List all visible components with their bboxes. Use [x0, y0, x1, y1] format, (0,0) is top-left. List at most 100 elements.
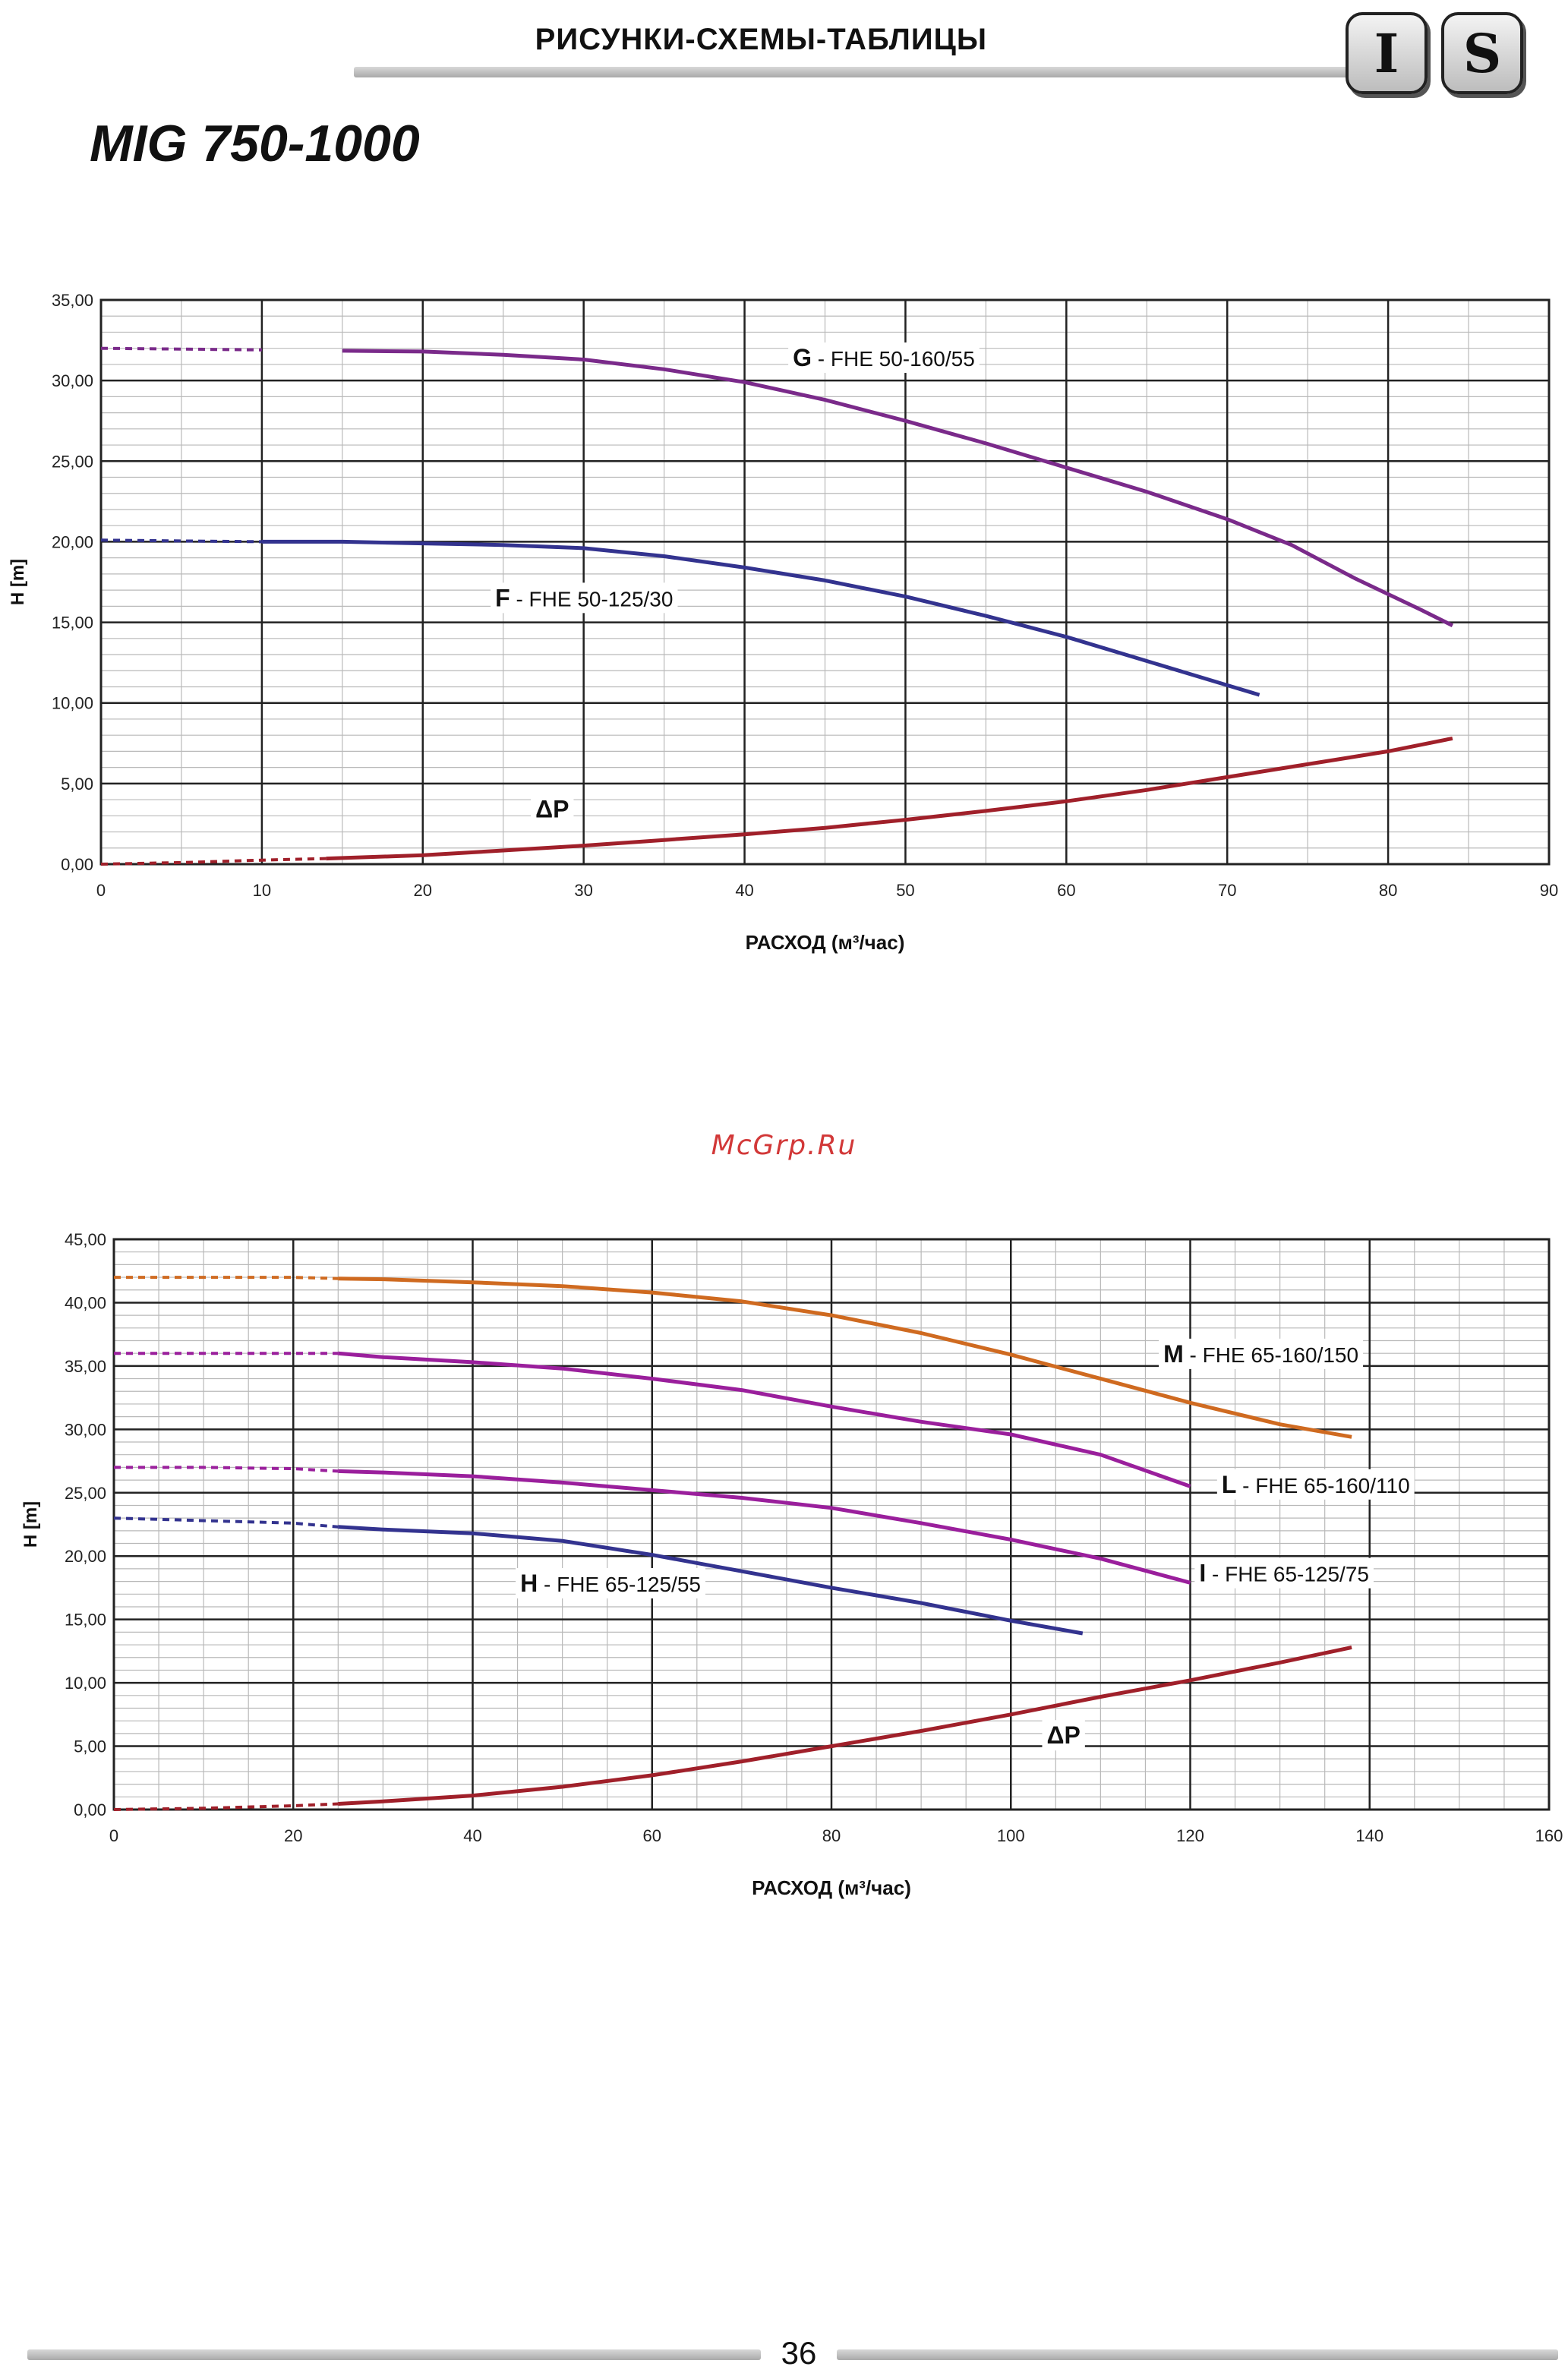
series-name: G	[793, 344, 812, 371]
x-tick-label: 80	[1379, 881, 1397, 900]
y-tick-label: 25,00	[65, 1484, 106, 1503]
series-label-bg	[1216, 1469, 1415, 1500]
series-desc: - FHE 50-125/30	[510, 587, 674, 611]
x-tick-label: 40	[463, 1826, 481, 1845]
y-tick-label: 0,00	[61, 855, 93, 874]
y-tick-label: 20,00	[52, 532, 93, 551]
series-line-dashed-4	[113, 1802, 339, 1811]
series-label-text: L - FHE 65-160/110	[1222, 1471, 1410, 1498]
series-label-bg	[531, 794, 574, 825]
badge-i: I	[1346, 12, 1428, 94]
series-label-bg	[788, 342, 980, 374]
x-axis-label: РАСХОД (м³/час)	[752, 1876, 911, 1899]
series-label-2: ΔP	[531, 794, 574, 825]
x-tick-label: 50	[896, 881, 914, 900]
x-tick-label: 120	[1176, 1826, 1204, 1845]
series-name: ΔP	[535, 795, 569, 822]
header-bar	[354, 67, 1356, 77]
series-name: F	[495, 584, 510, 611]
y-tick-label: 45,00	[65, 1230, 106, 1249]
plot-frame	[99, 298, 1551, 866]
y-tick-label: 0,00	[74, 1800, 106, 1819]
series-line-dashed-0	[114, 1276, 339, 1280]
page-number: 36	[781, 2335, 817, 2371]
model-title: MIG 750-1000	[90, 115, 420, 172]
y-tick-label: 35,00	[65, 1357, 106, 1376]
x-tick-label: 0	[109, 1826, 118, 1845]
x-tick-label: 70	[1218, 881, 1236, 900]
chart-pump-50: 0 10 20 30 40 50 60 70 80 90 0,00 5,00 10,00 15,00 20,…	[8, 291, 1558, 954]
series-name: I	[1199, 1560, 1206, 1587]
footer-bar-left	[27, 2349, 761, 2360]
series-desc: - FHE 65-160/150	[1184, 1343, 1358, 1367]
y-axis-label: H [m]	[21, 1501, 41, 1548]
x-tick-label: 40	[735, 881, 753, 900]
y-tick-label: 25,00	[52, 452, 93, 471]
y-tick-label: 40,00	[65, 1293, 106, 1312]
series-label-text: ΔP	[535, 795, 569, 822]
series-label-4: ΔP	[1042, 1720, 1085, 1751]
series-name: ΔP	[1047, 1721, 1081, 1749]
x-tick-label: 60	[1057, 881, 1075, 900]
series-label-0: G - FHE 50-160/55	[788, 342, 980, 374]
series-name: M	[1163, 1340, 1184, 1368]
y-tick-label: 15,00	[65, 1611, 106, 1630]
y-tick-label: 20,00	[65, 1547, 106, 1566]
series-line-dashed-3	[113, 1516, 339, 1529]
y-tick-label: 5,00	[61, 775, 93, 794]
series-label-bg	[516, 1567, 705, 1598]
series-line-2	[326, 736, 1453, 861]
y-tick-label: 10,00	[52, 694, 93, 713]
plot-frame	[112, 1238, 1551, 1811]
series-line-3	[338, 1525, 1084, 1636]
x-tick-label: 20	[414, 881, 432, 900]
series-line-dashed-2	[100, 857, 327, 866]
series-label-3: H - FHE 65-125/55	[516, 1567, 705, 1598]
series-line-2	[338, 1469, 1191, 1585]
x-tick-label: 140	[1355, 1826, 1383, 1845]
y-tick-label: 15,00	[52, 614, 93, 633]
y-tick-label: 30,00	[52, 371, 93, 390]
series-line-1	[338, 1351, 1191, 1488]
y-tick-label: 35,00	[52, 291, 93, 310]
x-tick-label: 20	[284, 1826, 302, 1845]
x-tick-label: 0	[96, 881, 106, 900]
series-label-bg	[491, 582, 678, 614]
series-name: H	[520, 1570, 538, 1597]
series-label-text: G - FHE 50-160/55	[793, 344, 975, 371]
series-label-text: H - FHE 65-125/55	[520, 1570, 701, 1597]
series-label-1: L - FHE 65-160/110	[1216, 1469, 1415, 1500]
footer-bar-right	[837, 2349, 1558, 2360]
y-tick-label: 5,00	[74, 1737, 106, 1756]
series-label-0: M - FHE 65-160/150	[1159, 1338, 1364, 1369]
series-label-text: I - FHE 65-125/75	[1199, 1560, 1369, 1587]
series-label-text: F - FHE 50-125/30	[495, 584, 673, 611]
series-label-bg	[1159, 1338, 1364, 1369]
series-line-4	[338, 1645, 1352, 1806]
series-line-dashed-0	[100, 346, 262, 352]
series-line-0	[342, 349, 1454, 628]
series-label-text: ΔP	[1047, 1721, 1081, 1749]
x-tick-label: 60	[643, 1826, 661, 1845]
series-label-text: M - FHE 65-160/150	[1163, 1340, 1358, 1368]
series-line-dashed-2	[114, 1466, 339, 1473]
y-tick-label: 10,00	[65, 1674, 106, 1693]
series-label-bg	[1194, 1557, 1374, 1589]
x-axis-label: РАСХОД (м³/час)	[746, 931, 905, 954]
header-title: РИСУНКИ-СХЕМЫ-ТАБЛИЦЫ	[535, 23, 987, 56]
watermark: McGrp.Ru	[711, 1130, 857, 1161]
series-label-1: F - FHE 50-125/30	[491, 582, 678, 614]
x-tick-label: 90	[1540, 881, 1558, 900]
chart-pump-65: 0 20 40 60 80 100 120 140 160 0,00 5,00 10,00 15,00 2…	[21, 1230, 1563, 1899]
series-line-dashed-1	[100, 538, 262, 544]
x-tick-label: 30	[574, 881, 592, 900]
y-tick-label: 30,00	[65, 1420, 106, 1439]
series-line-1	[261, 539, 1260, 697]
series-desc: - FHE 65-160/110	[1236, 1474, 1409, 1497]
series-line-0	[338, 1276, 1352, 1439]
series-desc: - FHE 65-125/75	[1206, 1563, 1369, 1586]
series-desc: - FHE 50-160/55	[812, 347, 975, 371]
series-desc: - FHE 65-125/55	[538, 1573, 701, 1596]
series-label-bg	[1042, 1720, 1085, 1751]
x-tick-label: 10	[253, 881, 271, 900]
